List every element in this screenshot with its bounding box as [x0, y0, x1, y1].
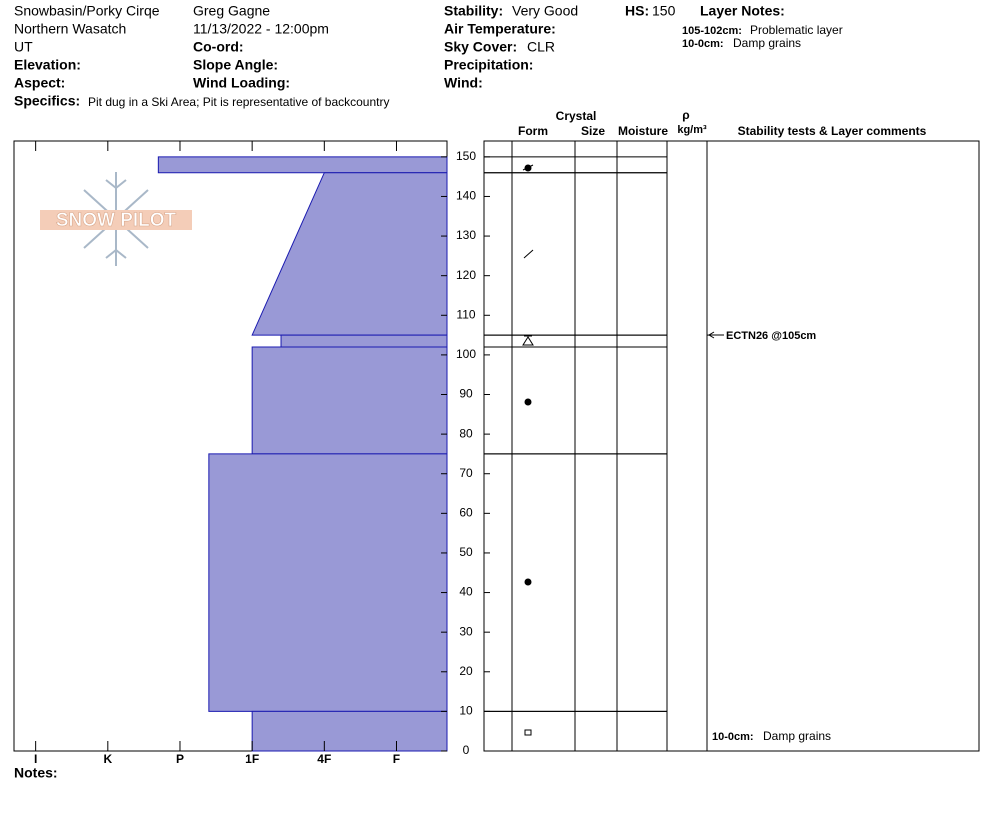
y-tick-label: 60 [459, 506, 473, 520]
y-tick-label: 140 [456, 189, 476, 203]
grain-symbols [522, 164, 534, 736]
field-label: Wind: [444, 75, 483, 91]
specifics: Pit dug in a Ski Area; Pit is representa… [88, 95, 390, 109]
field-value: Very Good [512, 3, 578, 19]
note-text: Problematic layer [750, 23, 843, 37]
site: Northern Wasatch [14, 21, 126, 37]
note-text: Damp grains [733, 36, 801, 50]
y-tick-label: 10 [459, 704, 473, 718]
field-label: Precipitation: [444, 57, 533, 73]
field-value: 150 [652, 3, 676, 19]
date: 11/13/2022 - 12:00pm [193, 21, 329, 37]
hardness-layer [251, 346, 448, 455]
col-header: kg/m³ [677, 124, 707, 136]
table-frame [483, 140, 980, 752]
y-tick-label: 130 [456, 228, 476, 242]
logo-text: SNOW PILOT [56, 210, 177, 231]
hardness-layer [251, 710, 448, 752]
field-label: HS: [625, 3, 649, 19]
observer: Greg Gagne [193, 3, 270, 19]
y-tick-label: 30 [459, 624, 473, 638]
y-tick-label: 0 [463, 743, 470, 757]
field-label: Slope Angle: [193, 57, 278, 73]
column-lines [511, 141, 708, 751]
note-depth: 10-0cm: [712, 731, 754, 743]
field-label: Air Temperature: [444, 21, 556, 37]
col-header: Size [581, 124, 605, 138]
layer-notes-title: Layer Notes: [700, 3, 785, 19]
field-label: Sky Cover: [444, 39, 517, 55]
logo-band [40, 210, 192, 230]
notes-label: Notes: [14, 765, 58, 781]
y-tick-label: 150 [456, 149, 476, 163]
y-tick-label: 120 [456, 268, 476, 282]
field-label: Wind Loading: [193, 75, 290, 91]
x-tick-label: P [176, 752, 184, 766]
y-tick-label: 100 [456, 347, 476, 361]
col-header: Form [518, 124, 548, 138]
y-tick-label: 80 [459, 426, 473, 440]
hardness-layer [251, 172, 448, 336]
note-text: Damp grains [763, 729, 831, 743]
site: Snowbasin/Porky Cirqe [14, 3, 160, 19]
x-tick-label: 4F [317, 752, 331, 766]
x-tick-label: I [34, 752, 37, 766]
field-label: Stability: [444, 3, 503, 19]
y-tick-label: 40 [459, 585, 473, 599]
test-result: ECTN26 @105cm [726, 330, 816, 342]
note-depth: 10-0cm: [682, 38, 724, 50]
note-depth: 105-102cm: [682, 25, 742, 37]
x-tick-label: K [103, 752, 112, 766]
field-label: Co-ord: [193, 39, 244, 55]
col-header: Moisture [618, 124, 668, 138]
col-header: ρ [682, 108, 689, 122]
field-label: Specifics: [14, 93, 80, 109]
y-tick-label: 90 [459, 387, 473, 401]
y-tick-label: 20 [459, 664, 473, 678]
x-tick-label: F [393, 752, 400, 766]
field-label: Elevation: [14, 57, 81, 73]
hardness-layer [157, 156, 448, 174]
field-label: Aspect: [14, 75, 65, 91]
site: UT [14, 39, 33, 55]
col-header: Crystal [556, 109, 597, 123]
y-tick-label: 50 [459, 545, 473, 559]
x-tick-label: 1F [245, 752, 259, 766]
field-value: CLR [527, 39, 555, 55]
col-header: Stability tests & Layer comments [738, 124, 927, 138]
y-tick-label: 110 [456, 307, 475, 321]
hardness-layer [208, 453, 448, 712]
y-tick-label: 70 [459, 466, 473, 480]
hardness-layer [280, 334, 448, 348]
test-arrow [708, 331, 724, 339]
